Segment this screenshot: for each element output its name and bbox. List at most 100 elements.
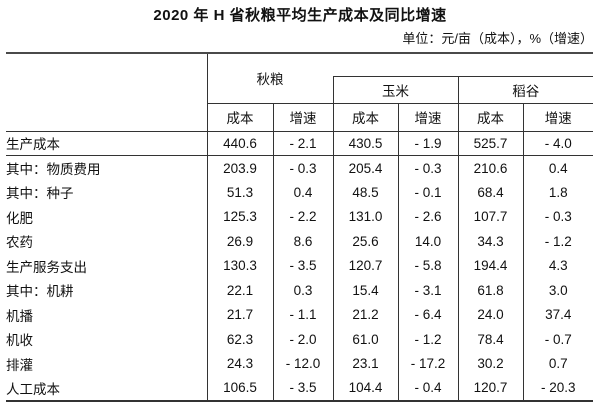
subheader-cost: 成本 <box>332 103 398 132</box>
table-header: 秋粮 玉米 稻谷 成本 增速 成本 增速 成本 增速 <box>6 53 593 132</box>
cell-value: - 0.7 <box>522 327 593 352</box>
cell-value: 25.6 <box>332 229 398 254</box>
cell-value: 194.4 <box>457 253 523 278</box>
cell-value: 21.2 <box>332 302 398 327</box>
cell-value: 0.7 <box>522 351 593 376</box>
row-label: 生产成本 <box>6 131 207 156</box>
cell-value: - 0.3 <box>397 155 458 180</box>
cell-value: 125.3 <box>206 204 273 229</box>
cell-value: - 0.1 <box>397 180 458 205</box>
cell-value: 131.0 <box>332 204 398 229</box>
cell-value: 22.1 <box>206 278 273 303</box>
cell-value: - 0.3 <box>522 204 593 229</box>
cell-value: - 6.4 <box>397 302 458 327</box>
cell-value: 24.3 <box>206 351 273 376</box>
table-row: 其中：物质费用 203.9- 0.3 205.4- 0.3 210.6 0.4 <box>6 155 593 180</box>
cell-value: - 2.1 <box>272 131 333 156</box>
subheader-cost: 成本 <box>206 103 273 132</box>
table-row: 生产服务支出 130.3- 3.5 120.7- 5.8 194.4 4.3 <box>6 253 593 278</box>
cell-value: 3.0 <box>522 278 593 303</box>
cell-value: 78.4 <box>457 327 523 352</box>
table-row: 其中：种子 51.3 0.4 48.5- 0.1 68.4 1.8 <box>6 180 593 205</box>
corner-cell <box>6 53 208 132</box>
cost-table: 秋粮 玉米 稻谷 成本 增速 成本 增速 成本 增速 生产成本 440.6- 2.… <box>6 52 593 402</box>
cell-value: 61.8 <box>457 278 523 303</box>
cell-value: 61.0 <box>332 327 398 352</box>
table-row: 农药 26.9 8.6 25.6 14.0 34.3- 1.2 <box>6 229 593 254</box>
cell-value: 34.3 <box>457 229 523 254</box>
group-header-daogu: 稻谷 <box>457 76 593 104</box>
cell-value: 205.4 <box>332 155 398 180</box>
cell-value: - 12.0 <box>272 351 333 376</box>
table-row: 排灌 24.3- 12.0 23.1- 17.2 30.2 0.7 <box>6 351 593 376</box>
cell-value: 15.4 <box>332 278 398 303</box>
cell-value: 1.8 <box>522 180 593 205</box>
cell-value: 51.3 <box>206 180 273 205</box>
row-label: 机收 <box>6 333 33 349</box>
group-header-qiuliang: 秋粮 <box>207 53 333 104</box>
cell-value: - 3.5 <box>272 376 333 401</box>
cell-value: 430.5 <box>332 131 398 156</box>
group-header-yumi: 玉米 <box>332 76 458 104</box>
cell-value: - 20.3 <box>522 376 593 401</box>
cell-value: 120.7 <box>457 376 523 401</box>
cell-value: 210.6 <box>457 155 523 180</box>
cell-value: 106.5 <box>206 376 273 401</box>
row-label: 其中：机耕 <box>6 284 74 300</box>
row-label: 其中：种子 <box>6 186 74 202</box>
table-row: 生产成本 440.6- 2.1 430.5- 1.9 525.7- 4.0 <box>6 131 593 156</box>
cell-value: 68.4 <box>457 180 523 205</box>
cell-value: 525.7 <box>457 131 523 156</box>
row-label: 人工成本 <box>6 381 60 397</box>
subheader-growth: 增速 <box>397 103 458 132</box>
cell-value: - 0.4 <box>397 376 458 401</box>
cell-value: 8.6 <box>272 229 333 254</box>
cell-value: - 1.1 <box>272 302 333 327</box>
row-label: 生产服务支出 <box>6 259 87 275</box>
cell-value: 37.4 <box>522 302 593 327</box>
cell-value: 0.4 <box>522 155 593 180</box>
table-body: 生产成本 440.6- 2.1 430.5- 1.9 525.7- 4.0 其中：物质费… <box>6 131 593 401</box>
cell-value: - 3.5 <box>272 253 333 278</box>
cell-value: 48.5 <box>332 180 398 205</box>
unit-note: 单位：元/亩（成本），%（增速） <box>402 31 593 46</box>
cell-value: 26.9 <box>206 229 273 254</box>
cell-value: 21.7 <box>206 302 273 327</box>
header-spacer <box>333 53 593 77</box>
cell-value: 203.9 <box>206 155 273 180</box>
row-label: 机播 <box>6 308 33 324</box>
row-label: 排灌 <box>6 357 33 373</box>
cell-value: 62.3 <box>206 327 273 352</box>
table-title: 2020 年 H 省秋粮平均生产成本及同比增速 <box>153 7 447 24</box>
table-row: 机播 21.7- 1.1 21.2- 6.4 24.0 37.4 <box>6 302 593 327</box>
cell-value: 104.4 <box>332 376 398 401</box>
row-label: 农药 <box>6 235 33 251</box>
cell-value: 0.4 <box>272 180 333 205</box>
cell-value: - 1.2 <box>522 229 593 254</box>
cell-value: 107.7 <box>457 204 523 229</box>
cell-value: - 3.1 <box>397 278 458 303</box>
row-label: 其中：物质费用 <box>6 162 101 177</box>
cell-value: - 2.0 <box>272 327 333 352</box>
cell-value: - 0.3 <box>272 155 333 180</box>
cell-value: 4.3 <box>522 253 593 278</box>
table-row: 人工成本 106.5- 3.5 104.4- 0.4 120.7- 20.3 <box>6 376 593 401</box>
cell-value: 440.6 <box>206 131 273 156</box>
table-row: 其中：机耕 22.1 0.3 15.4- 3.1 61.8 3.0 <box>6 278 593 303</box>
cell-value: 0.3 <box>272 278 333 303</box>
cell-value: - 1.2 <box>397 327 458 352</box>
cell-value: 30.2 <box>457 351 523 376</box>
cell-value: 24.0 <box>457 302 523 327</box>
subheader-cost: 成本 <box>457 103 523 132</box>
cell-value: - 2.6 <box>397 204 458 229</box>
cell-value: - 2.2 <box>272 204 333 229</box>
cell-value: - 5.8 <box>397 253 458 278</box>
cell-value: 23.1 <box>332 351 398 376</box>
cell-value: 130.3 <box>206 253 273 278</box>
cell-value: - 17.2 <box>397 351 458 376</box>
subheader-growth: 增速 <box>272 103 333 132</box>
row-label: 化肥 <box>6 210 33 226</box>
cell-value: - 1.9 <box>397 131 458 156</box>
cell-value: 14.0 <box>397 229 458 254</box>
cell-value: 120.7 <box>332 253 398 278</box>
